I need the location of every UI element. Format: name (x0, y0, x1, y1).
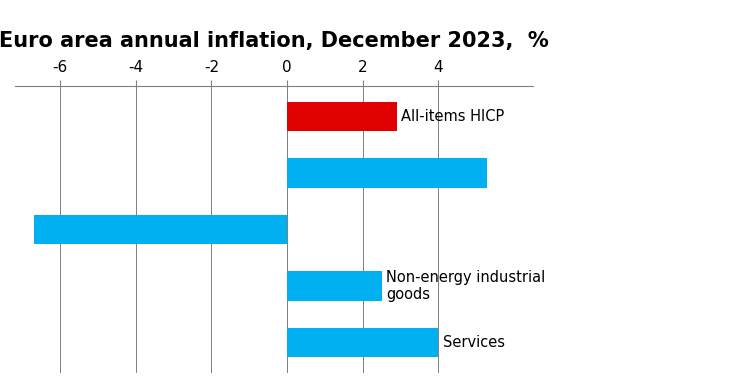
Bar (34, 215, 287, 244)
Bar (287, 158, 488, 188)
Text: All-items HICP: All-items HICP (401, 109, 505, 124)
Bar (287, 271, 382, 301)
Title: Euro area annual inflation, December 2023,  %: Euro area annual inflation, December 202… (0, 31, 548, 51)
Text: Services: Services (443, 335, 505, 350)
Text: Non-energy industrial
goods: Non-energy industrial goods (386, 270, 545, 302)
Bar (287, 102, 397, 131)
Bar (287, 328, 438, 357)
